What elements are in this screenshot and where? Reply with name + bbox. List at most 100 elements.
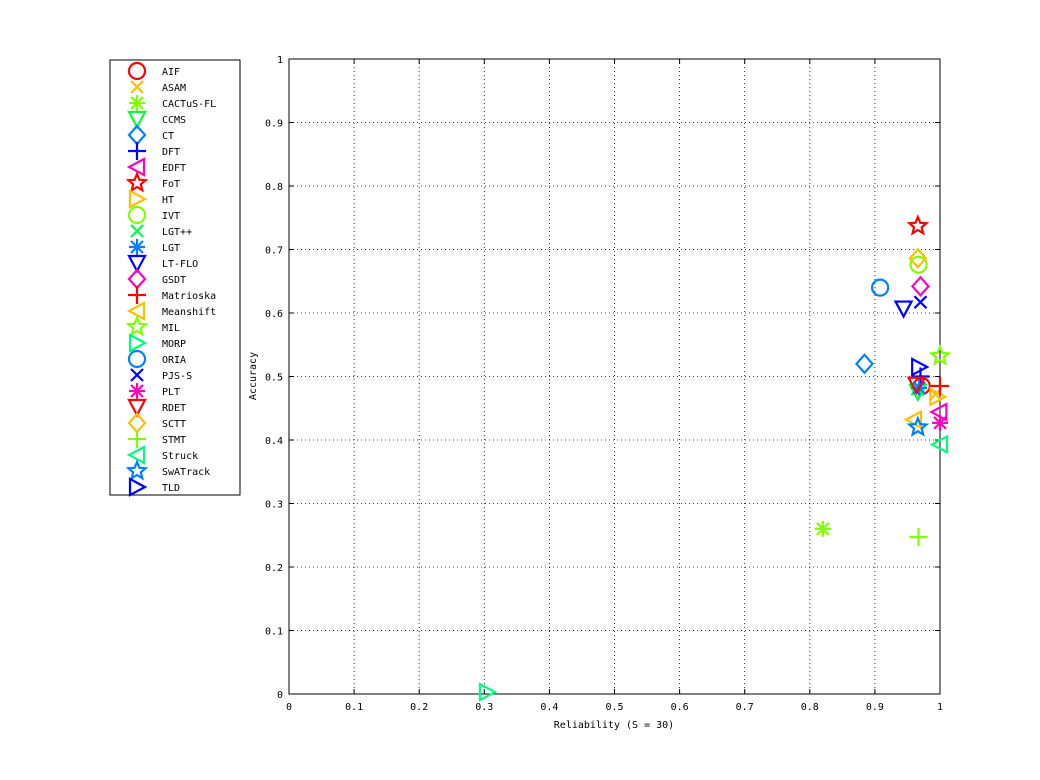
legend-marker (127, 349, 147, 369)
legend-label: STMT (162, 435, 186, 446)
legend-label: MIL (162, 323, 180, 334)
legend-marker (128, 286, 146, 304)
legend-label: GSDT (162, 275, 186, 286)
legend-label: TLD (162, 483, 180, 494)
legend-label: DFT (162, 147, 180, 158)
legend-marker (130, 368, 144, 382)
x-tick-label: 0.7 (736, 702, 754, 713)
data-point-ct (855, 353, 874, 375)
data-point-rdet (906, 376, 927, 396)
y-axis-title: Accuracy (248, 352, 259, 400)
data-point-oria (871, 278, 890, 297)
y-tick-label: 0.4 (265, 436, 283, 447)
x-axis-title: Reliability (S = 30) (554, 720, 674, 731)
legend-label: Matrioska (162, 291, 216, 302)
legend-marker (129, 383, 145, 399)
y-tick-label: 0 (277, 690, 283, 701)
data-point-sctt (908, 247, 928, 270)
data-point-morp (478, 682, 498, 702)
legend-label: SCTT (162, 419, 186, 430)
legend-label: HT (162, 195, 174, 206)
legend-label: AIF (162, 67, 180, 78)
y-tick-label: 0.8 (265, 182, 283, 193)
legend-marker (128, 477, 148, 497)
x-tick-label: 0.4 (540, 702, 558, 713)
legend-marker (130, 80, 144, 94)
legend-marker (125, 459, 149, 481)
legend-label: LGT (162, 243, 180, 254)
legend-label: EDFT (162, 163, 186, 174)
y-tick-label: 0.9 (265, 119, 283, 130)
data-point-matrioska (931, 377, 949, 396)
grid-lines (289, 59, 940, 694)
data-point-ht (929, 386, 948, 407)
legend-label: ASAM (162, 83, 186, 94)
x-tick-label: 0.8 (801, 702, 819, 713)
data-point-mil (928, 344, 952, 366)
y-tick-label: 1 (277, 55, 283, 66)
x-tick-label: 1 (937, 702, 943, 713)
legend-label: ORIA (162, 355, 186, 366)
legend-label: CACTuS-FL (162, 99, 216, 110)
y-tick-label: 0.7 (265, 246, 283, 257)
legend-label: FoT (162, 179, 180, 190)
x-tick-label: 0 (286, 702, 292, 713)
data-point-plt (932, 414, 948, 431)
data-point-gsdt (910, 275, 930, 297)
x-tick-label: 0.6 (671, 702, 689, 713)
legend-marker (128, 333, 148, 353)
legend-label: Struck (162, 451, 198, 462)
axis-ticks: 0 0.1 0.2 0.3 0.4 0.5 0.6 0.7 0.8 0.9 1 0 0.1 0.2 0.3 0… (265, 55, 943, 713)
y-tick-label: 0.2 (265, 563, 283, 574)
legend-marker (126, 301, 146, 321)
legend-marker (127, 398, 147, 418)
legend-marker (127, 61, 147, 81)
legend-label: MORP (162, 339, 186, 350)
x-tick-label: 0.1 (345, 702, 363, 713)
legend-marker (127, 205, 147, 225)
legend-marker (128, 189, 148, 209)
data-point-ivt (909, 255, 928, 274)
x-tick-label: 0.9 (866, 702, 884, 713)
legend-marker (125, 171, 149, 193)
y-tick-label: 0.3 (265, 500, 283, 511)
legend-label: LGT++ (162, 227, 192, 238)
data-point-edft (929, 402, 948, 422)
data-markers (478, 214, 952, 702)
legend: AIF ASAM CACTuS-FL CCMS CT DFT EDFT FoT HT IVT LGT… (109, 59, 241, 497)
y-tick-label: 0.1 (265, 627, 283, 638)
x-tick-label: 0.2 (410, 702, 428, 713)
legend-label: Meanshift (162, 307, 216, 318)
legend-marker (128, 430, 146, 448)
legend-label: CT (162, 131, 174, 142)
y-tick-label: 0.5 (265, 373, 283, 384)
legend-label: PLT (162, 387, 180, 398)
legend-marker (129, 239, 145, 255)
legend-label: PJS-S (162, 371, 192, 382)
legend-marker (127, 254, 147, 274)
x-tick-label: 0.3 (475, 702, 493, 713)
data-point-swatrack (906, 415, 930, 437)
legend-marker (125, 315, 149, 337)
data-point-stmt (909, 528, 928, 547)
y-tick-label: 0.6 (265, 309, 283, 320)
data-point-cactus-fl (814, 520, 831, 537)
legend-marker (130, 224, 144, 238)
legend-marker (126, 157, 146, 177)
legend-label: SwATrack (162, 467, 210, 478)
legend-marker (126, 445, 146, 465)
legend-marker (128, 142, 146, 160)
data-point-lt-flo (893, 300, 914, 319)
data-point-pjs-s (913, 295, 928, 309)
legend-marker (129, 95, 145, 111)
data-point-tld (911, 357, 930, 377)
x-tick-label: 0.5 (605, 702, 623, 713)
legend-label: LT-FLO (162, 259, 198, 270)
data-point-fot (906, 214, 930, 236)
legend-marker (127, 110, 147, 130)
legend-label: IVT (162, 211, 180, 222)
legend-label: CCMS (162, 115, 186, 126)
legend-label: RDET (162, 403, 186, 414)
data-point-struck (929, 434, 949, 455)
